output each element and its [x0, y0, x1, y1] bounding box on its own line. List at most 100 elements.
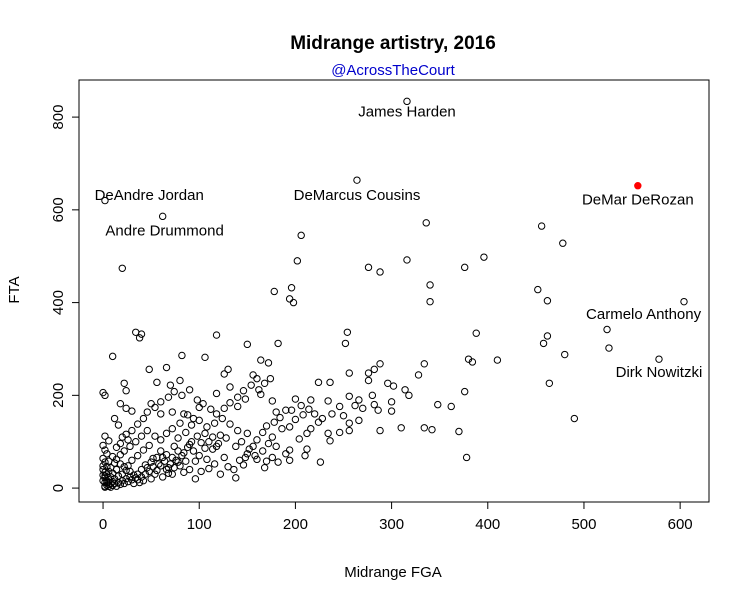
data-point [195, 403, 203, 412]
data-point [603, 325, 611, 334]
data-point [183, 411, 192, 419]
data-point [249, 371, 257, 379]
data-point [359, 404, 367, 413]
data-point [545, 379, 554, 387]
data-point [303, 445, 311, 453]
data-point [101, 458, 109, 466]
data-point [428, 425, 436, 434]
data-point [210, 419, 219, 427]
data-point [116, 480, 125, 489]
data-point [105, 457, 113, 465]
x-tick-label: 300 [379, 516, 404, 533]
data-point [295, 435, 303, 443]
data-point [287, 284, 296, 292]
data-point [403, 97, 411, 106]
data-point [120, 379, 128, 387]
data-point [151, 403, 159, 412]
data-point [222, 434, 230, 442]
data-point [132, 474, 140, 482]
data-point [376, 360, 384, 368]
data-point [99, 462, 107, 470]
x-tick-label: 500 [571, 516, 596, 533]
data-point [414, 371, 423, 379]
data-point [285, 423, 294, 431]
data-point [166, 381, 175, 389]
data-point [220, 370, 228, 378]
data-point [287, 406, 296, 414]
data-point [462, 453, 471, 462]
data-point [195, 416, 203, 425]
data-point [107, 483, 115, 491]
data-point [195, 451, 203, 460]
data-point [122, 404, 130, 413]
data-point [212, 331, 221, 339]
data-point [234, 426, 242, 435]
data-point [203, 455, 211, 464]
data-point [182, 428, 190, 437]
data-point [264, 359, 273, 367]
data-point [278, 425, 286, 433]
data-point [335, 428, 344, 437]
data-point [455, 427, 463, 436]
data-point [370, 400, 378, 409]
data-point [220, 404, 228, 413]
data-point [401, 386, 409, 394]
data-point [345, 392, 353, 400]
data-point [285, 456, 294, 464]
data-point [226, 399, 234, 407]
player-label: DeAndre Jordan [95, 187, 204, 204]
data-point [101, 391, 109, 400]
data-point [174, 458, 182, 466]
data-point [101, 432, 109, 440]
data-point [245, 445, 253, 453]
data-point [101, 483, 109, 491]
data-point [201, 429, 209, 438]
data-point [543, 332, 552, 340]
data-point [297, 401, 305, 410]
data-point [126, 467, 134, 476]
data-point [212, 442, 221, 451]
data-point [153, 453, 161, 462]
data-point [147, 399, 155, 408]
y-tick-label: 200 [50, 383, 67, 408]
data-point [151, 470, 159, 478]
data-point [387, 398, 396, 406]
data-point [543, 297, 552, 305]
data-point [376, 268, 384, 276]
player-label: Andre Drummond [105, 223, 223, 240]
data-point [162, 429, 171, 438]
data-point [384, 379, 392, 387]
data-point [251, 451, 259, 460]
data-point [232, 442, 240, 451]
data-point [132, 328, 140, 336]
data-point [139, 414, 148, 423]
data-point [218, 414, 227, 423]
data-point [472, 329, 480, 337]
data-point [239, 461, 248, 469]
data-point [108, 481, 117, 490]
data-point [170, 387, 178, 396]
player-label: DeMar DeRozan [582, 192, 694, 209]
data-point [174, 434, 182, 442]
data-point [255, 386, 263, 394]
data-point [247, 381, 255, 389]
data-point [216, 431, 225, 439]
data-point [235, 456, 244, 464]
data-point [259, 428, 267, 437]
y-tick-label: 400 [50, 290, 67, 315]
data-point [128, 407, 136, 415]
data-point [268, 397, 277, 405]
data-point [534, 285, 542, 294]
data-point [262, 457, 271, 465]
x-axis: 0 100 200 300 400 500 600 [99, 502, 693, 533]
player-label: Dirk Nowitzki [616, 364, 703, 381]
data-point [243, 340, 252, 349]
data-point [324, 397, 332, 405]
player-annotations: James Harden DeAndre Jordan DeMarcus Cousi… [95, 104, 703, 382]
highlighted-point [634, 182, 642, 190]
data-point [157, 436, 165, 444]
data-point [232, 474, 240, 482]
data-point [168, 425, 176, 433]
data-point [185, 440, 194, 449]
